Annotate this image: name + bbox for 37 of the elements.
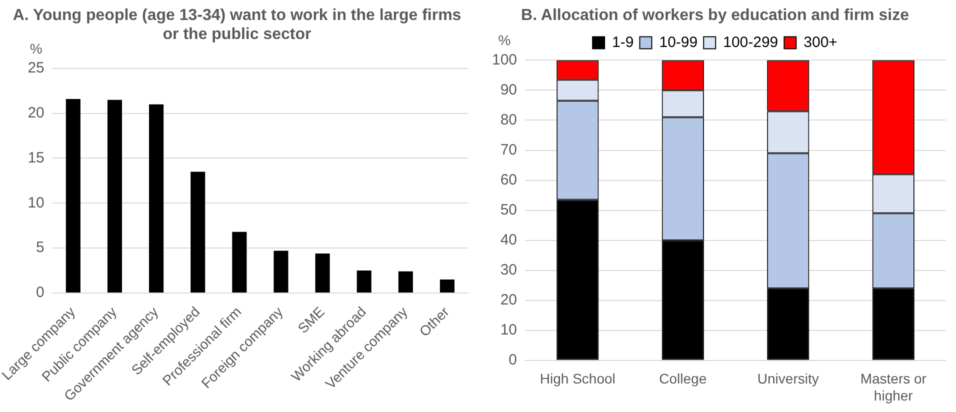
y-tick-label: 20 bbox=[500, 292, 518, 308]
y-axis-title: % bbox=[498, 32, 511, 48]
y-tick-label: 10 bbox=[28, 194, 44, 212]
y-tick-label: 40 bbox=[500, 231, 518, 248]
legend-label: 10-99 bbox=[659, 34, 698, 51]
bar bbox=[232, 232, 247, 292]
x-tick-label: Masters or higher bbox=[860, 370, 927, 404]
legend-label: 1-9 bbox=[612, 34, 634, 51]
x-tick-label: High School bbox=[540, 370, 616, 387]
y-tick-label: 0 bbox=[36, 284, 44, 302]
y-tick-label: 15 bbox=[28, 149, 44, 166]
bar bbox=[398, 271, 413, 292]
y-tick-label: 30 bbox=[500, 261, 518, 278]
bar bbox=[190, 172, 206, 292]
bar bbox=[149, 104, 164, 292]
y-tick-label: 100 bbox=[492, 51, 518, 68]
y-tick-label: 80 bbox=[500, 111, 518, 128]
x-tick-label: College bbox=[659, 370, 707, 387]
y-tick-label: 5 bbox=[36, 239, 44, 256]
legend-label: 100-299 bbox=[723, 34, 778, 51]
bar bbox=[107, 100, 122, 292]
y-tick-label: 90 bbox=[500, 81, 518, 98]
y-tick-label: 50 bbox=[500, 201, 518, 218]
y-tick-label: 60 bbox=[500, 171, 518, 188]
bar bbox=[274, 250, 288, 292]
y-tick-label: 25 bbox=[28, 60, 44, 77]
legend-label: 300+ bbox=[804, 34, 838, 51]
x-tick-label: University bbox=[757, 370, 819, 387]
bar bbox=[66, 98, 80, 292]
bar bbox=[315, 253, 330, 292]
bar bbox=[440, 280, 454, 292]
y-tick-label: 0 bbox=[508, 352, 518, 369]
chart-title: B. Allocation of workers by education and firm size bbox=[521, 7, 910, 24]
y-tick-label: 20 bbox=[28, 104, 44, 122]
bar bbox=[356, 270, 372, 292]
y-tick-label: 10 bbox=[500, 322, 518, 339]
y-tick-label: 70 bbox=[500, 141, 518, 158]
